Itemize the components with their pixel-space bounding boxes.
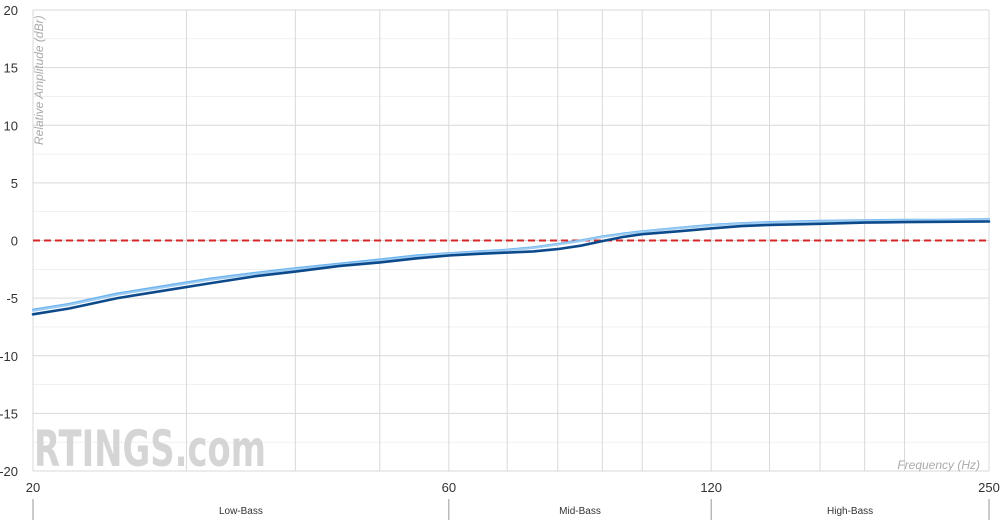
y-tick-label: -20 bbox=[0, 464, 18, 479]
series-layer bbox=[31, 218, 991, 316]
x-axis-title: Frequency (Hz) bbox=[897, 458, 980, 472]
series-line-3 bbox=[31, 220, 991, 316]
y-axis-title: Relative Amplitude (dBr) bbox=[32, 15, 46, 145]
y-tick-label: 10 bbox=[4, 118, 18, 133]
series-line-2 bbox=[32, 218, 990, 312]
watermark: RTINGS.com bbox=[34, 420, 266, 478]
y-tick-label: 20 bbox=[4, 3, 18, 18]
y-tick-label: -5 bbox=[6, 291, 18, 306]
y-tick-label: 5 bbox=[11, 176, 18, 191]
band-label: Low-Bass bbox=[219, 506, 263, 517]
x-tick-label: 20 bbox=[26, 480, 40, 495]
band-label: High-Bass bbox=[827, 506, 873, 517]
band-label: Mid-Bass bbox=[559, 506, 601, 517]
y-tick-label: -10 bbox=[0, 349, 18, 364]
x-tick-label: 250 bbox=[978, 480, 1000, 495]
y-tick-label: 0 bbox=[11, 234, 18, 249]
band-labels: Low-Bass Mid-Bass High-Bass bbox=[219, 506, 873, 517]
x-tick-labels: 20 60 120 250 bbox=[26, 480, 1000, 495]
x-tick-label: 60 bbox=[442, 480, 456, 495]
y-tick-labels: 20 15 10 5 0 -5 -10 -15 -20 bbox=[0, 3, 18, 479]
y-tick-label: 15 bbox=[4, 61, 18, 76]
y-tick-label: -15 bbox=[0, 406, 18, 421]
band-dividers bbox=[32, 499, 990, 520]
x-tick-label: 120 bbox=[700, 480, 722, 495]
series-line-1 bbox=[31, 218, 991, 311]
